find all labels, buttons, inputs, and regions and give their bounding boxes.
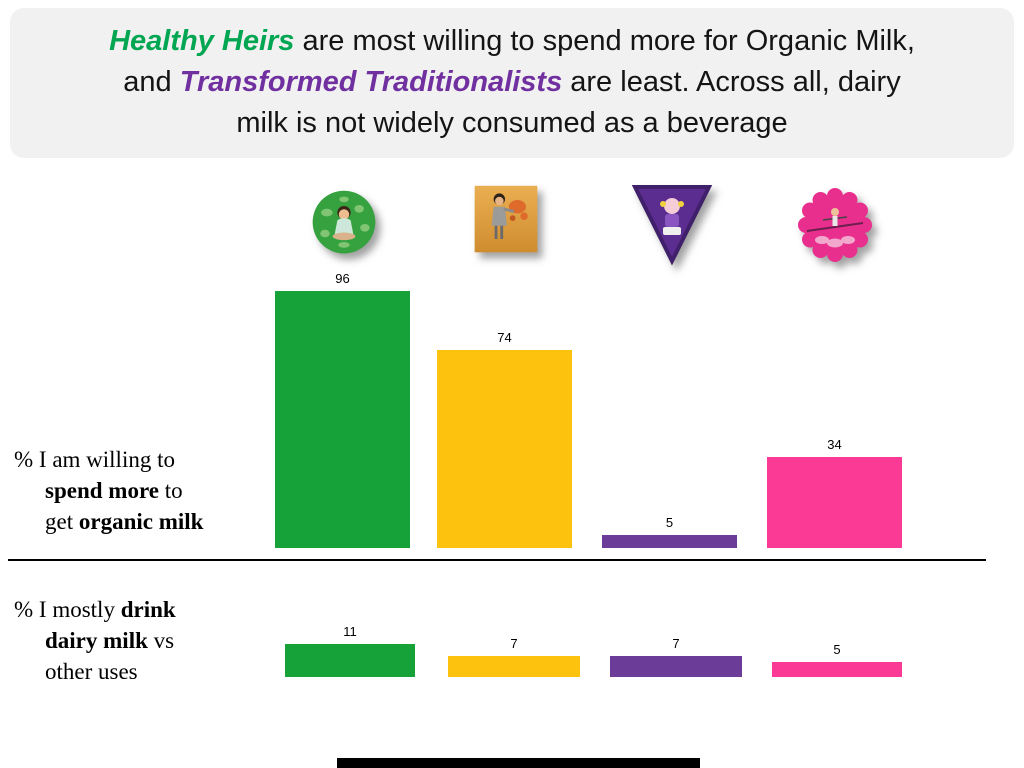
title-transformed-traditionalists: Transformed Traditionalists [179, 66, 563, 98]
bar-value-label: 74 [497, 330, 512, 345]
bar [767, 457, 902, 548]
title-text-3: are least. Across all, dairy [562, 66, 901, 98]
bar-value-label: 5 [833, 642, 841, 657]
label-text-bold: dairy milk [45, 628, 148, 653]
label-text-bold: drink [120, 597, 176, 622]
bar-group-purple-spend: 5 [602, 515, 737, 548]
label-text: vs [147, 628, 175, 653]
label-text: other uses [45, 659, 138, 684]
bar [610, 656, 742, 677]
title-healthy-heirs: Healthy Heirs [109, 25, 295, 57]
graffiti-person-icon [474, 185, 538, 253]
bar-value-label: 7 [510, 636, 518, 651]
meditating-person-icon [312, 190, 376, 254]
row1-label-line1: % I am willing to [14, 444, 244, 475]
bar-group-pink-drink: 5 [772, 642, 902, 677]
title-banner: Healthy Heirs are most willing to spend … [10, 8, 1014, 158]
title-text-2: and [123, 66, 180, 98]
tightrope-walker-icon [798, 188, 872, 262]
row-divider-line [8, 559, 986, 561]
bar [602, 535, 737, 548]
row2-label-line1: % I mostly drink [14, 594, 244, 625]
bar-group-purple-drink: 7 [610, 636, 742, 677]
row2-label-line3: other uses [14, 656, 244, 687]
bar-group-green-drink: 11 [285, 624, 415, 677]
bar [285, 644, 415, 677]
chart-row-spend-more: 96 74 5 34 [0, 268, 1024, 548]
bar [437, 350, 572, 548]
bar-group-gold-drink: 7 [448, 636, 580, 677]
triangle-person-icon [631, 185, 713, 266]
title-text-4: milk is not widely consumed as a beverag… [236, 107, 788, 139]
row2-label-line2: dairy milk vs [14, 625, 244, 656]
bar-group-pink-spend: 34 [767, 437, 902, 548]
label-text: % I mostly [14, 597, 121, 622]
label-text: get [45, 509, 79, 534]
label-text: % I am willing to [14, 447, 175, 472]
bar-group-green-spend: 96 [275, 271, 410, 548]
bar-value-label: 34 [827, 437, 842, 452]
bottom-strip [337, 758, 700, 768]
bar [772, 662, 902, 677]
row1-label: % I am willing to spend more to get orga… [14, 444, 244, 537]
title-text-1: are most willing to spend more for Organ… [294, 25, 915, 57]
chart-row-drink-dairy: 11 7 7 5 [0, 597, 1024, 677]
label-text: to [158, 478, 183, 503]
bar-group-gold-spend: 74 [437, 330, 572, 548]
bar-value-label: 96 [335, 271, 350, 286]
bar-value-label: 5 [665, 515, 674, 530]
label-text-bold: organic milk [78, 509, 204, 534]
row1-label-line3: get organic milk [14, 506, 244, 537]
label-text-bold: spend more [45, 478, 159, 503]
bar [448, 656, 580, 677]
row2-label: % I mostly drink dairy milk vs other use… [14, 594, 244, 687]
page-title: Healthy Heirs are most willing to spend … [10, 8, 1014, 144]
bar-value-label: 11 [343, 624, 357, 639]
bar [275, 291, 410, 548]
row1-label-line2: spend more to [14, 475, 244, 506]
bar-value-label: 7 [672, 636, 680, 651]
